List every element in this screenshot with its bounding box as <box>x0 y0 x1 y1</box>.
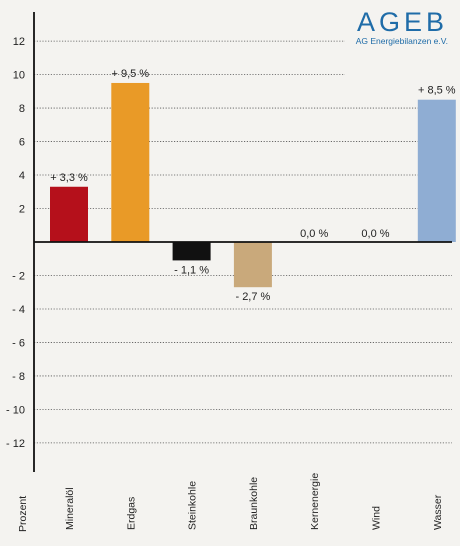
bar-erdgas <box>111 82 150 243</box>
data-label: 0,0 % <box>300 228 328 240</box>
category-label: Braunkohle <box>248 477 260 530</box>
category-label: Steinkohle <box>187 481 199 530</box>
y-tick-label: - 12 <box>6 438 25 450</box>
category-label: Wind <box>371 506 383 530</box>
category-label: Wasser <box>432 494 444 530</box>
y-tick-label: 6 <box>19 137 25 149</box>
category-label: Kernenergie <box>309 473 321 530</box>
data-label: 0,0 % <box>361 228 389 240</box>
data-label: + 9,5 % <box>111 68 149 80</box>
bar-braunkohle <box>233 242 272 288</box>
y-tick-label: 10 <box>13 70 25 82</box>
data-label: - 2,7 % <box>235 291 270 303</box>
bar-mineralöl <box>50 186 88 242</box>
y-tick-label: 8 <box>19 103 25 115</box>
data-label: + 8,5 % <box>418 85 456 97</box>
y-tick-label: 12 <box>13 36 25 48</box>
y-tick-label: 4 <box>19 170 25 182</box>
y-axis-label: Prozent <box>17 496 29 532</box>
y-tick-label: 2 <box>19 204 25 216</box>
bar-steinkohle <box>172 242 211 261</box>
data-label: + 3,3 % <box>50 172 88 184</box>
y-tick-label: - 6 <box>12 337 25 349</box>
y-tick-label: - 4 <box>12 304 25 316</box>
category-label: Erdgas <box>125 497 137 530</box>
logo-subtitle: AG Energiebilanzen e.V. <box>355 36 448 46</box>
y-tick-label: - 2 <box>12 270 25 282</box>
logo-name: AGEB <box>356 7 448 37</box>
y-tick-label: - 8 <box>12 371 25 383</box>
bar-wasser <box>417 99 456 242</box>
ageb-logo: AGEB AG Energiebilanzen e.V. <box>356 8 448 46</box>
category-label: Mineralöl <box>64 487 76 530</box>
data-label: - 1,1 % <box>174 264 209 276</box>
y-tick-label: - 10 <box>6 404 25 416</box>
